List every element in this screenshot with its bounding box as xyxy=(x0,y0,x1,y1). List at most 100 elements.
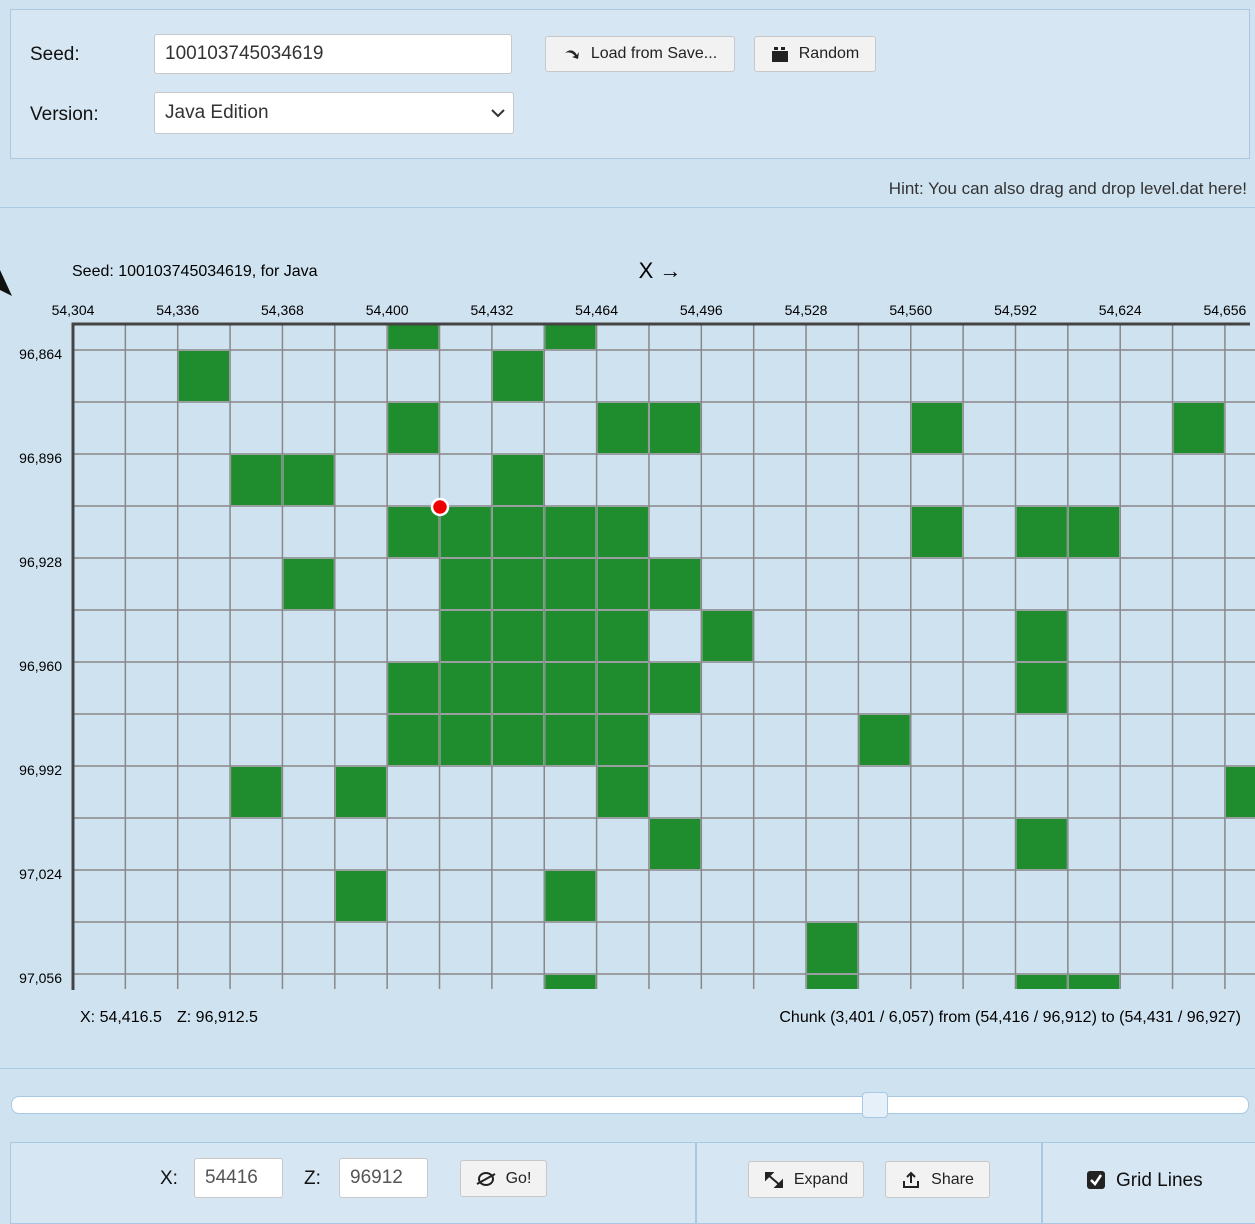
go-text: Go! xyxy=(505,1169,532,1187)
x-tick-label: 54,400 xyxy=(366,302,409,318)
seed-input[interactable]: 100103745034619 xyxy=(154,34,512,74)
x-axis-label: X → xyxy=(639,258,682,283)
expand-text: Expand xyxy=(793,1170,849,1188)
load-button[interactable]: Load from Save... xyxy=(545,36,735,72)
x-tick-label: 54,624 xyxy=(1099,302,1142,318)
slime-chunk xyxy=(545,975,596,989)
slime-chunk xyxy=(492,507,544,557)
slime-chunk xyxy=(492,611,544,661)
x-tick-label: 54,528 xyxy=(785,302,828,318)
cursor-z: Z: 96,912.5 xyxy=(177,1009,258,1026)
z-tick-label: 97,056 xyxy=(19,970,62,986)
slime-chunk xyxy=(597,403,648,453)
slime-chunk xyxy=(807,923,858,973)
seed-caption: Seed: 100103745034619, for Java xyxy=(72,263,318,280)
expand-icon xyxy=(764,1171,783,1188)
slime-chunk xyxy=(649,663,701,713)
x-tick-label: 54,336 xyxy=(156,302,199,318)
slime-chunk xyxy=(335,871,387,921)
player-marker xyxy=(430,497,450,517)
x-tick-label: 54,432 xyxy=(470,302,513,318)
random-button[interactable]: Random xyxy=(754,36,876,72)
go-icon xyxy=(476,1171,496,1186)
options-panel xyxy=(1042,1142,1255,1224)
x-tick-label: 54,592 xyxy=(994,302,1037,318)
slime-chunk xyxy=(178,351,230,401)
zoom-slider[interactable] xyxy=(11,1096,1249,1114)
slime-chunk xyxy=(388,403,439,453)
load-text: Load from Save... xyxy=(590,45,718,62)
slime-chunk xyxy=(1225,767,1255,817)
grid-lines-label: Grid Lines xyxy=(1116,1170,1203,1191)
hint: Hint: You can also drag and drop level.d… xyxy=(888,179,1247,198)
slime-chunk xyxy=(545,507,596,557)
share-icon xyxy=(903,1171,920,1188)
slime-chunk xyxy=(283,559,334,609)
slime-chunk xyxy=(492,715,544,765)
slime-chunk xyxy=(231,767,282,817)
slime-chunk xyxy=(231,455,282,505)
slime-chunk xyxy=(492,455,544,505)
z-tick-label: 96,960 xyxy=(19,658,62,674)
z-tick-label: 96,896 xyxy=(19,450,62,466)
slime-chunk xyxy=(597,715,648,765)
slime-chunk xyxy=(1016,975,1067,989)
slime-chunk xyxy=(440,559,491,609)
cursor-x: X: 54,416.5 xyxy=(80,1009,162,1026)
version-label: Version: xyxy=(30,104,99,125)
z-tick-label: 96,864 xyxy=(19,346,62,362)
seed-label: Seed: xyxy=(30,44,80,65)
z-arrow xyxy=(0,270,12,296)
slime-chunk xyxy=(649,403,701,453)
slime-chunk xyxy=(1016,507,1067,557)
slime-chunk xyxy=(283,455,334,505)
x-input[interactable]: 54416 xyxy=(194,1158,283,1198)
slime-chunk xyxy=(440,663,491,713)
slime-chunk xyxy=(492,663,544,713)
z-tick-label: 97,024 xyxy=(19,866,62,882)
slime-chunk xyxy=(440,715,491,765)
expand-button[interactable]: Expand xyxy=(748,1161,864,1198)
slime-chunk xyxy=(597,767,648,817)
chevron xyxy=(491,109,505,118)
slime-chunk xyxy=(1173,403,1224,453)
slime-chunk xyxy=(1016,611,1067,661)
slime-chunk xyxy=(335,767,387,817)
x-label: X: xyxy=(160,1168,178,1189)
slime-chunk xyxy=(702,611,753,661)
slime-chunk xyxy=(545,715,596,765)
z-tick-label: 96,928 xyxy=(19,554,62,570)
slime-chunk xyxy=(440,611,491,661)
slime-chunk xyxy=(388,507,439,557)
share-button[interactable]: Share xyxy=(885,1161,990,1198)
slime-chunk xyxy=(388,324,439,349)
random-text: Random xyxy=(798,45,860,62)
slime-chunk xyxy=(1068,975,1120,989)
map: Seed: 100103745034619, for Java X → X: 5… xyxy=(0,258,1255,1026)
slime-chunk xyxy=(859,715,910,765)
x-tick-label: 54,304 xyxy=(52,302,95,318)
x-tick-label: 54,656 xyxy=(1204,302,1247,318)
slime-chunk xyxy=(911,507,963,557)
slime-chunk xyxy=(649,819,701,869)
axis-line xyxy=(71,322,1250,990)
z-input[interactable]: 96912 xyxy=(339,1158,428,1198)
version-select[interactable]: Java Edition xyxy=(154,92,514,134)
slime-chunk xyxy=(545,871,596,921)
slider-thumb[interactable] xyxy=(862,1092,888,1118)
slime-chunk xyxy=(649,559,701,609)
slime-chunk xyxy=(492,351,544,401)
grid-checkbox[interactable] xyxy=(1086,1170,1106,1190)
slime-chunk xyxy=(1068,507,1120,557)
slime-chunk xyxy=(597,663,648,713)
slime-chunk xyxy=(597,611,648,661)
go-button[interactable]: Go! xyxy=(460,1160,547,1197)
slime-chunk xyxy=(545,559,596,609)
slime-chunk xyxy=(597,559,648,609)
z-tick-label: 96,992 xyxy=(19,762,62,778)
random-icon xyxy=(771,47,788,62)
version-value: Java Edition xyxy=(165,102,269,123)
slime-chunk xyxy=(911,403,963,453)
slime-chunk xyxy=(597,507,648,557)
slime-chunk xyxy=(1016,819,1067,869)
